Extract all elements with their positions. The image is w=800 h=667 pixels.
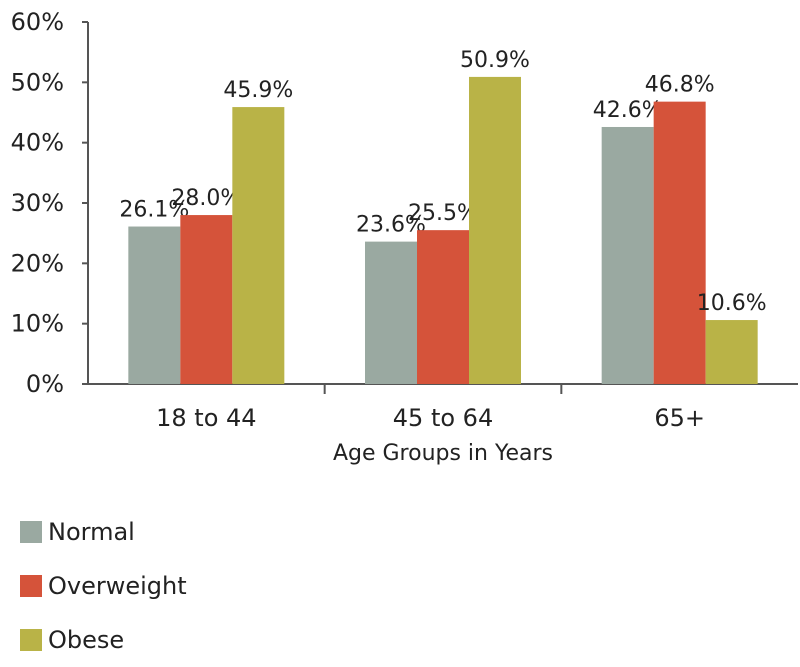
data-label: 46.8% (645, 73, 715, 98)
legend-label-normal: Normal (48, 518, 135, 546)
legend-item-normal: Normal (20, 505, 187, 559)
chart: 0% 10% 20% 30% 40% 50% 60% 18 to 44 26.1% 28.0% 45… (11, 8, 798, 654)
data-label: 23.6% (356, 213, 426, 238)
bar-overweight (180, 215, 233, 384)
data-label: 50.9% (460, 48, 530, 73)
y-tick-label: 60% (11, 8, 64, 36)
x-tick-label: 45 to 64 (393, 404, 493, 432)
x-tick-label: 18 to 44 (156, 404, 256, 432)
y-tick-label: 30% (11, 189, 64, 217)
data-label: 25.5% (408, 201, 478, 226)
legend-swatch-overweight (20, 575, 42, 597)
x-axis-title: Age Groups in Years (333, 441, 553, 466)
legend: Normal Overweight Obese (20, 505, 187, 667)
data-label: 28.0% (171, 186, 241, 211)
data-label: 10.6% (697, 291, 767, 316)
bar-obese (705, 320, 758, 384)
legend-swatch-obese (20, 629, 42, 651)
data-label: 45.9% (223, 78, 293, 103)
legend-label-obese: Obese (48, 626, 125, 654)
legend-label-overweight: Overweight (48, 572, 187, 600)
bar-chart: 0% 10% 20% 30% 40% 50% 60% 18 to 44 26.1%28.0% 45… (11, 8, 798, 466)
bar-overweight (417, 230, 469, 384)
x-tick-label: 65+ (654, 404, 705, 432)
bar-obese (469, 76, 521, 385)
y-tick-label: 40% (11, 129, 64, 157)
bar-normal (365, 241, 417, 384)
y-tick-label: 50% (11, 68, 64, 96)
bar-obese (232, 107, 285, 384)
legend-item-overweight: Overweight (20, 559, 187, 613)
bar-overweight (653, 101, 706, 384)
y-tick-label: 0% (26, 370, 64, 398)
data-label: 42.6% (593, 98, 663, 123)
y-tick-label: 20% (11, 249, 64, 277)
legend-item-obese: Obese (20, 613, 187, 667)
bar-normal (128, 226, 181, 384)
bar-normal (601, 126, 654, 384)
data-label: 26.1% (119, 198, 189, 223)
legend-swatch-normal (20, 521, 42, 543)
y-tick-label: 10% (11, 310, 64, 338)
